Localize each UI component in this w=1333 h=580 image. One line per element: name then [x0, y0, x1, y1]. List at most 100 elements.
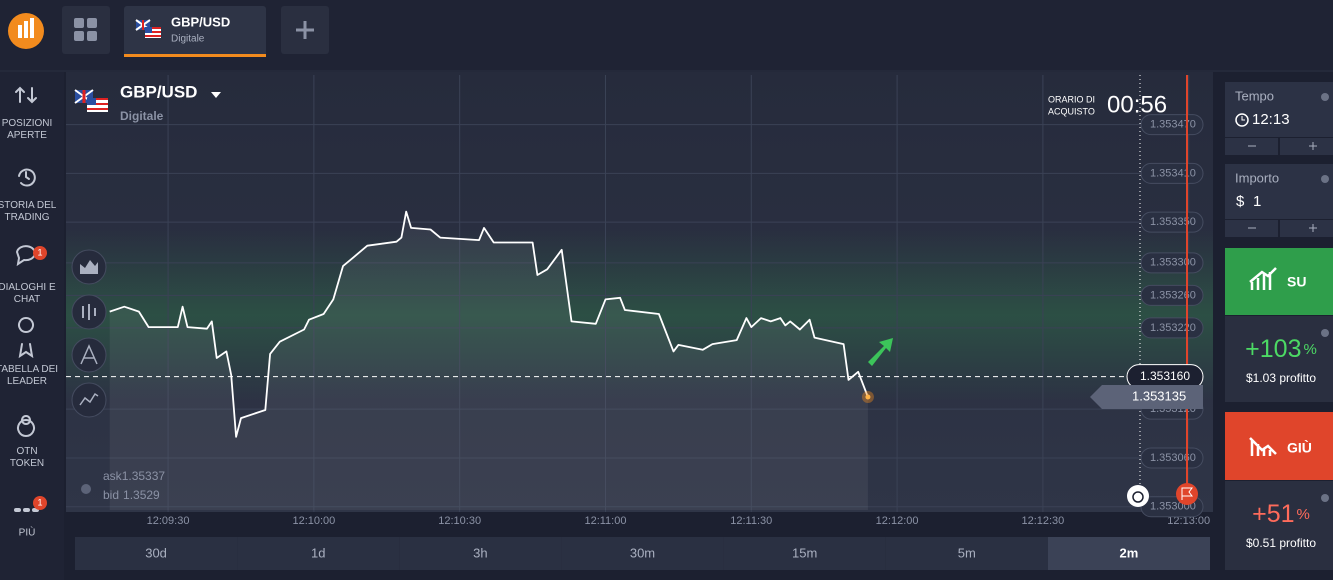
current-price-label: 1.353160 — [1140, 369, 1190, 383]
badge-count: 1 — [37, 497, 42, 507]
down-payout-value: +51 — [1252, 500, 1294, 528]
bid-label: bid — [103, 488, 119, 502]
dropdown-arrow[interactable] — [211, 92, 221, 98]
timeframe-button[interactable] — [399, 537, 562, 570]
area-icon — [80, 260, 98, 274]
sidebar-label[interactable]: PIÙ — [19, 526, 36, 539]
logo-bar — [18, 25, 22, 38]
up-payout: +103% — [1245, 335, 1317, 363]
help-icon[interactable] — [1321, 175, 1329, 183]
x-tick-label: 12:11:00 — [584, 515, 626, 527]
amount-currency: $ — [1236, 193, 1245, 210]
sidebar-label-line: POSIZIONI — [2, 118, 53, 129]
sidebar-icon — [17, 415, 35, 437]
down-payout-box — [1225, 481, 1333, 570]
amount-value[interactable]: 1 — [1253, 193, 1261, 210]
timeframe-button[interactable] — [75, 537, 238, 570]
x-tick-label: 12:10:00 — [292, 515, 335, 527]
tool-button[interactable] — [71, 337, 107, 373]
x-tick-label: 12:10:30 — [438, 515, 481, 527]
sidebar-label-line: OTN — [16, 446, 37, 457]
sidebar-label-line: CHAT — [14, 294, 40, 305]
down-icon — [1249, 437, 1277, 456]
x-tick-label: 12:09:30 — [147, 515, 190, 527]
time-value[interactable]: 12:13 — [1252, 111, 1290, 128]
indicator-icon — [79, 392, 99, 406]
price-line — [109, 210, 869, 438]
chart: 12:09:30 12:10:00 12:10:30 12:11:00 12:11:30… — [66, 75, 1210, 527]
purchase-label: ORARIO DI — [1048, 94, 1095, 104]
sidebar-label-line: TABELLA DEI — [0, 364, 58, 375]
tool-button[interactable] — [71, 382, 107, 418]
help-icon[interactable] — [1321, 329, 1329, 337]
up-icon — [1249, 267, 1277, 290]
logo-bar — [24, 21, 28, 38]
down-profit: $0.51 profitto — [1246, 536, 1316, 550]
timeframe-bar: 30d 1d 3h 30m 15m 5m 2m — [75, 537, 1210, 570]
sidebar-label[interactable]: DIALOGHI E CHAT — [0, 282, 56, 305]
y-tick-label: 1.353260 — [1150, 289, 1196, 301]
sidebar-label[interactable]: OTN TOKEN — [10, 446, 44, 469]
y-tick-label: 1.353060 — [1150, 452, 1196, 464]
up-payout-value: +103 — [1245, 335, 1301, 363]
plus-icon — [296, 21, 314, 39]
chart-type: Digitale — [120, 109, 164, 123]
tab-pair: GBP/USD — [171, 14, 230, 29]
timeframe-label: 30m — [630, 545, 655, 560]
sidebar-items: POSIZIONI APERTE STORIA DEL TRADING DIALOGHI… — [0, 86, 58, 539]
timeframe-label: 3h — [473, 545, 487, 560]
timeframe-label: 30d — [145, 545, 167, 560]
help-icon[interactable] — [1321, 93, 1329, 101]
amount-box — [1225, 164, 1333, 219]
plus-button[interactable] — [1280, 138, 1333, 155]
up-payout-box — [1225, 316, 1333, 402]
bid-value: 1.3529 — [123, 488, 160, 502]
sidebar-label-line: STORIA DEL — [0, 200, 57, 211]
clock-icon — [1235, 113, 1249, 127]
draw-icon — [80, 344, 98, 365]
up-button[interactable] — [1225, 248, 1333, 315]
asset-tab[interactable] — [124, 6, 266, 56]
timeframe-button[interactable] — [885, 537, 1048, 570]
sidebar-label[interactable]: TABELLA DEI LEADER — [0, 364, 58, 387]
timeframe-button[interactable] — [1047, 537, 1210, 570]
timeframe-label: 5m — [958, 545, 976, 560]
sidebar-label-line: APERTE — [7, 130, 47, 141]
timeframe-button[interactable] — [561, 537, 724, 570]
purchase-label: ACQUISTO — [1048, 106, 1095, 116]
time-label: Tempo — [1235, 88, 1274, 103]
logo-bar — [30, 18, 34, 38]
area-fill — [109, 211, 868, 510]
x-tick-label: 12:12:30 — [1021, 515, 1064, 527]
ask-quote: ask1.35337 — [103, 469, 165, 483]
y-tick-label: 1.353350 — [1150, 216, 1196, 228]
ask-label: ask — [103, 469, 123, 483]
time-box — [1225, 82, 1333, 137]
timeframe-button[interactable] — [237, 537, 400, 570]
y-tick-label: 1.353300 — [1150, 257, 1196, 269]
timeframe-label: 15m — [792, 545, 817, 560]
help-icon[interactable] — [81, 484, 91, 494]
down-button[interactable] — [1225, 412, 1333, 480]
y-tick-label: 1.353470 — [1150, 119, 1196, 131]
grid-button[interactable] — [62, 6, 110, 54]
badge — [33, 246, 47, 260]
down-label: GIÙ — [1287, 439, 1312, 456]
tab-type: Digitale — [171, 34, 205, 45]
timeframe-button[interactable] — [723, 537, 886, 570]
down-payout-unit: % — [1297, 506, 1310, 523]
badge-count: 1 — [37, 247, 42, 257]
plus-icon — [1309, 142, 1317, 150]
down-payout: +51% — [1252, 500, 1310, 528]
sidebar-label[interactable]: POSIZIONI APERTE — [2, 118, 53, 141]
amount-label: Importo — [1235, 170, 1279, 185]
tab-underline — [124, 54, 266, 57]
chart-pair[interactable]: GBP/USD — [120, 82, 197, 101]
help-icon[interactable] — [1321, 494, 1329, 502]
sidebar-label[interactable]: STORIA DEL TRADING — [0, 200, 57, 223]
plus-button[interactable] — [1280, 220, 1333, 237]
grid-icon — [74, 18, 97, 41]
bid-quote: bid 1.3529 — [103, 488, 160, 502]
last-point — [865, 394, 871, 400]
